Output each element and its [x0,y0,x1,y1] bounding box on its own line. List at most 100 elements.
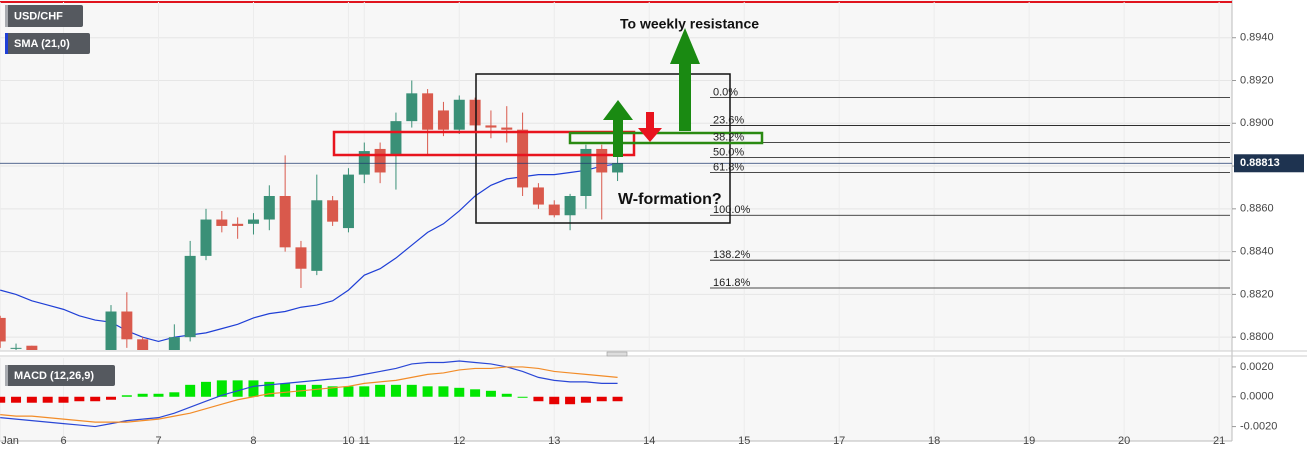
y-tick-label: 0.8800 [1240,331,1274,343]
up-arrow [603,100,633,157]
indicator-box[interactable] [5,365,115,386]
candle-body [295,247,307,269]
histogram-bar [248,380,259,397]
candle-body [596,148,608,173]
histogram-bar [422,386,433,397]
candle-body [374,148,386,173]
candle-body [327,200,339,222]
histogram-bar [406,384,417,397]
histogram-bar [454,387,465,397]
y-tick-label: 0.0000 [1240,391,1274,403]
candle-body [137,339,149,350]
histogram-bar [0,396,6,403]
histogram-bar [264,381,275,397]
y-tick-label: 0.8920 [1240,74,1274,86]
histogram-bar [517,396,528,398]
histogram-bar [74,396,85,402]
histogram-bar [280,383,291,397]
histogram-bar [612,396,623,402]
candle-body [168,337,180,350]
indicator-box[interactable] [5,33,90,54]
candle-body [10,347,22,349]
x-tick-label: 14 [643,435,655,447]
candle-body [247,219,259,224]
y-tick-label: 0.8860 [1240,203,1274,215]
histogram-bar [90,396,101,402]
down-arrow [638,112,662,142]
x-tick-label: 17 [833,435,845,447]
histogram-bar [580,396,591,403]
candle-body [580,148,592,196]
candle-body [105,311,117,350]
candle-body [406,93,418,122]
candle-body [216,219,228,226]
candle-body [612,163,624,173]
histogram-bar [549,396,560,405]
candle-body [26,345,38,350]
x-tick-label: 10 [342,435,354,447]
macd-plot [0,358,1220,440]
fib-label: 138.2% [713,249,751,261]
candle-body [548,204,560,216]
candle-body [0,317,6,342]
x-tick-label: 15 [738,435,750,447]
histogram-bar [533,396,544,402]
histogram-bar [137,393,148,397]
candle-body [279,195,291,248]
y-tick-label: 0.8940 [1240,32,1274,44]
fib-label: 0.0% [713,87,738,99]
candle-body [311,200,323,271]
histogram-bar [121,395,132,397]
histogram-bar [565,396,576,405]
x-tick-label: 19 [1023,435,1035,447]
candle-body [485,125,497,128]
candle-body [184,255,196,338]
candle-body [501,127,513,130]
last-price-label: 0.88813 [1240,157,1280,169]
x-tick-label: 13 [548,435,560,447]
candle-body [390,121,402,156]
symbol-box[interactable] [5,5,83,27]
histogram-bar [11,396,22,403]
candle-body [263,195,275,220]
histogram-bar [485,390,496,397]
histogram-bar [359,386,370,397]
fib-label: 61.8% [713,161,744,173]
histogram-bar [438,386,449,397]
y-tick-label: 0.8820 [1240,288,1274,300]
histogram-bar [501,393,512,397]
candle-body [358,151,370,175]
histogram-bar [153,393,164,397]
axes: 0.88000.88200.88400.88600.88800.89000.89… [1,32,1304,447]
histogram-bar [26,396,37,403]
signal-line [0,366,618,423]
histogram-bar [106,396,117,400]
sma-line [0,163,618,343]
histogram-bar [375,384,386,397]
fib-label: 100.0% [713,204,751,216]
histogram-bar [216,380,227,397]
histogram-bar [343,386,354,397]
x-tick-label: 20 [1118,435,1130,447]
x-tick-label: Jan [1,435,19,447]
x-tick-label: 18 [928,435,940,447]
up-arrow [670,28,700,131]
histogram-bar [311,384,322,397]
candle-body [232,223,244,226]
candle-body [453,99,465,130]
fib-label: 161.8% [713,277,751,289]
indicator-swatch [5,33,8,54]
panel-resize-handle[interactable] [606,351,628,357]
candle-body [532,187,544,205]
x-tick-label: 8 [250,435,256,447]
x-tick-label: 11 [359,435,370,447]
histogram-bar [169,392,180,397]
histogram-bar [390,384,401,397]
fib-label: 38.2% [713,131,744,143]
histogram-bar [42,396,53,403]
x-tick-label: 7 [155,435,161,447]
annotation: To weekly resistance [620,16,759,32]
fib-label: 23.6% [713,114,744,126]
x-tick-label: 21 [1213,435,1225,447]
candle-body [469,99,481,126]
